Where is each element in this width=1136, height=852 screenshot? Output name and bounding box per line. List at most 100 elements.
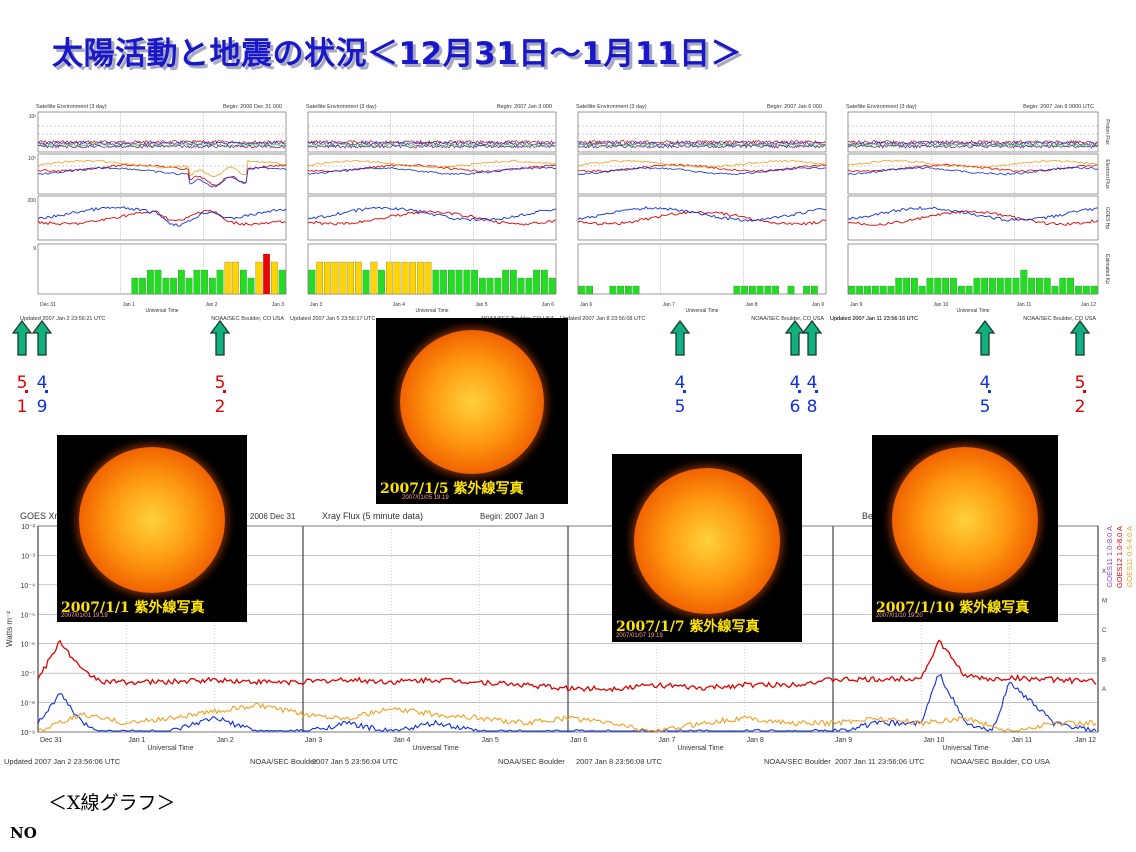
kp-bar bbox=[154, 269, 162, 295]
xray-panel-header: Xray Flux (5 minute data) bbox=[322, 511, 423, 521]
xray-y-tick: 10⁻⁵ bbox=[21, 612, 35, 619]
env-day-tick: Jan 2 bbox=[205, 302, 217, 308]
kp-bar bbox=[393, 261, 401, 295]
env-footer-updated: Updated 2007 Jan 5 23:56:17 UTC bbox=[290, 316, 375, 322]
magnitude-integer: 5 bbox=[1074, 373, 1086, 393]
proton-flux-line bbox=[577, 144, 826, 149]
xray-footer: NOAA/SEC Boulder bbox=[764, 757, 831, 766]
kp-bar bbox=[216, 269, 224, 295]
sun-caption: 2007/1/7 紫外線写真 bbox=[616, 619, 760, 635]
env-footer-right: NOAA/SEC Boulder, CO USA bbox=[751, 316, 824, 322]
panel-header-left: Satellite Environment (3 day) bbox=[36, 104, 107, 110]
decimal-point bbox=[1083, 390, 1086, 393]
proton-flux-line bbox=[577, 141, 826, 146]
sun-image-jan5: 2007/1/5 紫外線写真 2007/01/05 19:19 bbox=[376, 318, 568, 504]
env-subplot-frame bbox=[577, 243, 827, 295]
env-footer-right: NOAA/SEC Boulder, CO USA bbox=[1023, 316, 1096, 322]
magnitude-integer: 4 bbox=[806, 373, 818, 393]
electron-flux-line bbox=[37, 159, 287, 178]
kp-bar bbox=[864, 285, 871, 295]
kp-bar bbox=[278, 269, 286, 295]
arrow-shape bbox=[210, 320, 230, 356]
decimal-point bbox=[45, 390, 48, 393]
xray-y-tick: 10⁻³ bbox=[21, 553, 35, 560]
flare-class-label: A bbox=[1102, 687, 1106, 693]
env-day-tick: Dec 31 bbox=[40, 302, 56, 308]
kp-bar bbox=[224, 261, 232, 295]
xray-y-tick: 10⁻² bbox=[21, 524, 35, 531]
proton-flux-line bbox=[307, 144, 556, 149]
env-footer-updated: Updated 2007 Jan 8 23:56:08 UTC bbox=[560, 316, 645, 322]
sun-timestamp: 2007/01/07 19:19 bbox=[616, 633, 663, 639]
kp-bar bbox=[232, 261, 239, 295]
magnitude-integer: 4 bbox=[36, 373, 48, 393]
flare-class-label: X bbox=[1102, 569, 1106, 575]
magnitude-integer: 4 bbox=[979, 373, 991, 393]
xray-series-line bbox=[37, 702, 1097, 732]
kp-bar bbox=[271, 261, 278, 295]
kp-bar bbox=[170, 277, 177, 295]
xray-series-line bbox=[37, 673, 1097, 733]
sun-disc bbox=[79, 447, 225, 593]
kp-bar bbox=[347, 261, 355, 295]
magnitude-integer: 4 bbox=[674, 373, 686, 393]
sun-disc bbox=[892, 447, 1038, 593]
env-day-tick: Jan 10 bbox=[933, 302, 948, 308]
kp-bar bbox=[1075, 285, 1082, 295]
kp-bar bbox=[541, 269, 548, 295]
kp-bar bbox=[910, 277, 918, 295]
kp-bar bbox=[510, 269, 517, 295]
kp-bar bbox=[432, 269, 440, 295]
arrow-up-icon bbox=[1070, 320, 1090, 356]
xray-footer: 2007 Jan 8 23:56:08 UTC bbox=[576, 757, 662, 766]
kp-bar bbox=[965, 285, 973, 295]
kp-bar bbox=[942, 277, 950, 295]
kp-bar bbox=[385, 261, 393, 295]
xray-legend-entry: GOES11 0.5-4.0 A bbox=[1125, 526, 1134, 588]
decimal-point bbox=[988, 390, 991, 393]
xray-x-tick: Jan 7 bbox=[658, 737, 675, 744]
kp-bar bbox=[803, 285, 810, 295]
xray-x-tick: Jan 12 bbox=[1075, 737, 1096, 744]
arrow-shape bbox=[802, 320, 822, 356]
arrow-up-icon bbox=[670, 320, 690, 356]
arrow-up-icon bbox=[210, 320, 230, 356]
env-day-tick: Jan 7 bbox=[663, 302, 675, 308]
satellite-environment-panel-dec31: Satellite Environment (3 day) Begin: 2006… bbox=[18, 100, 298, 322]
kp-bar bbox=[973, 277, 981, 295]
arrow-shape bbox=[1070, 320, 1090, 356]
kp-bar bbox=[1004, 277, 1012, 295]
env-day-tick: Jan 11 bbox=[1017, 302, 1032, 308]
proton-flux-line bbox=[37, 142, 286, 148]
kp-bar bbox=[934, 277, 942, 295]
kp-bar bbox=[1043, 277, 1051, 295]
env-day-tick: Jan 4 bbox=[393, 302, 405, 308]
kp-bar bbox=[632, 285, 640, 295]
xray-footer: NOAA/SEC Boulder bbox=[250, 757, 317, 766]
magnitude-decimal: 2 bbox=[1074, 397, 1086, 417]
xray-y-tick: 10⁻⁹ bbox=[21, 730, 35, 737]
goes-hp-line bbox=[847, 210, 1099, 226]
env-left-tick: 200 bbox=[28, 198, 37, 204]
kp-bar bbox=[131, 277, 139, 295]
env-left-tick: 10⁰ bbox=[28, 156, 36, 162]
kp-bar bbox=[772, 285, 779, 295]
magnitude-decimal: 2 bbox=[214, 397, 226, 417]
sun-caption: 2007/1/5 紫外線写真 bbox=[380, 481, 524, 497]
electron-flux-line bbox=[577, 159, 827, 168]
kp-bar bbox=[255, 261, 263, 295]
xray-footer: NOAA/SEC Boulder bbox=[498, 757, 565, 766]
kp-bar bbox=[448, 269, 455, 295]
arrow-up-icon bbox=[975, 320, 995, 356]
kp-bar bbox=[162, 277, 170, 295]
env-right-label: GOES Hp bbox=[1104, 207, 1110, 229]
goes-hp-line bbox=[37, 206, 287, 227]
kp-bar bbox=[926, 277, 934, 295]
sun-image-jan1: 2007/1/1 紫外線写真 2007/01/01 19:19 bbox=[57, 435, 247, 622]
env-subplot-frame bbox=[307, 195, 557, 241]
env-panel-svg: Satellite Environment (3 day) Begin: 2006… bbox=[20, 104, 298, 322]
kp-bar bbox=[502, 269, 509, 295]
flare-class-label: C bbox=[1102, 628, 1107, 634]
